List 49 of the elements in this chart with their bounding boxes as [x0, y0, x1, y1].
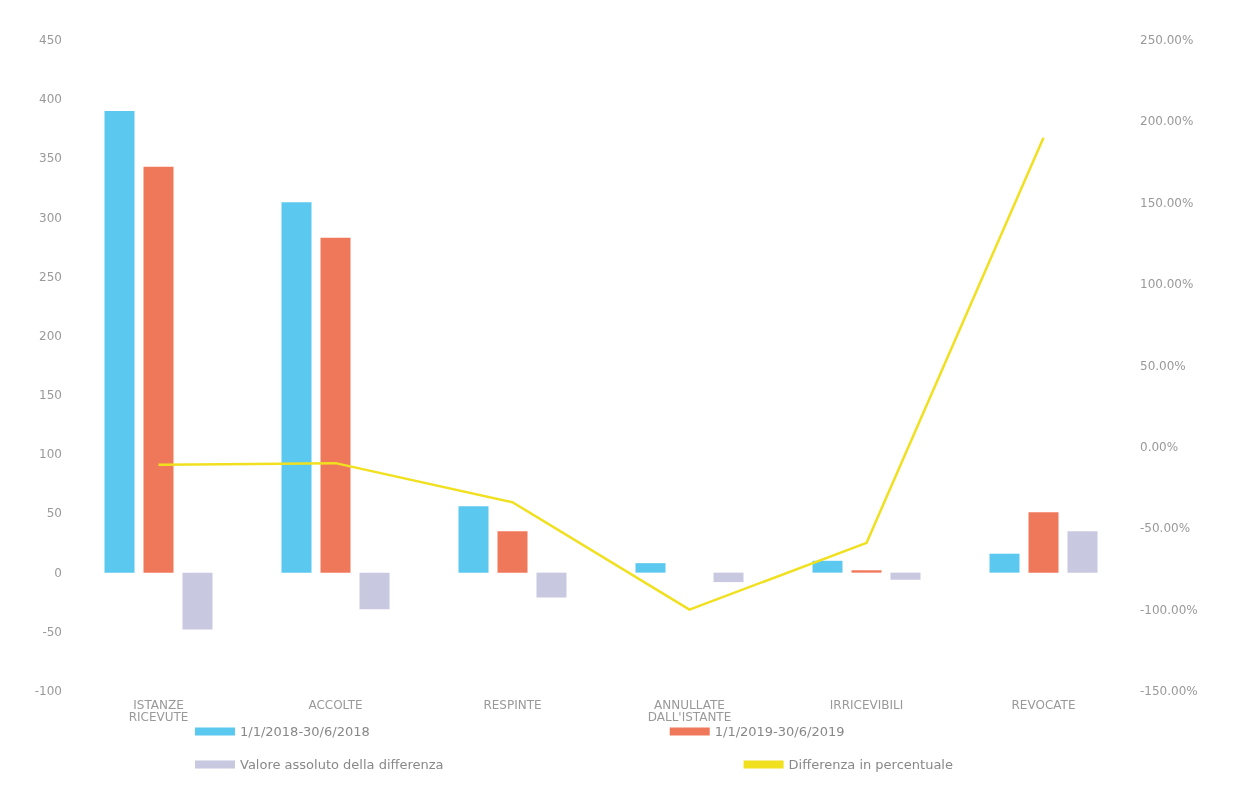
x-tick-label: IRRICEVIBILI: [829, 698, 904, 712]
bar: [143, 166, 174, 573]
bar: [497, 531, 528, 573]
y-tick-label: -100: [34, 684, 62, 698]
y-tick-label: 350: [39, 151, 62, 166]
y2-tick-label: -150.00%: [1140, 684, 1198, 698]
y-tick-label: 200: [39, 328, 62, 343]
y-tick-label: 150: [39, 388, 62, 403]
bar: [320, 237, 351, 573]
bar: [281, 202, 312, 573]
y2-tick-label: -50.00%: [1140, 521, 1191, 536]
bar: [851, 570, 882, 573]
legend-label: 1/1/2018-30/6/2018: [240, 724, 370, 739]
bar: [182, 572, 213, 630]
bar: [104, 111, 135, 573]
y-tick-label: 0: [54, 565, 62, 580]
y2-tick-label: -100.00%: [1140, 602, 1198, 617]
y2-tick-label: 250.00%: [1140, 33, 1194, 47]
y-tick-label: 300: [39, 210, 62, 225]
y-tick-label: 50: [46, 506, 62, 521]
y-tick-label: 400: [39, 92, 62, 107]
y2-tick-label: 100.00%: [1140, 277, 1194, 292]
bar: [458, 506, 489, 573]
bar: [635, 563, 666, 573]
y-tick-label: -50: [42, 624, 62, 639]
x-tick-label: RESPINTE: [483, 698, 542, 712]
bar: [812, 560, 843, 573]
y-tick-label: 250: [39, 269, 62, 284]
x-tick-label: ANNULLATE DALL'ISTANTE: [647, 698, 732, 724]
y2-tick-label: 0.00%: [1140, 439, 1179, 454]
y-tick-label: 100: [39, 447, 62, 462]
legend-label: Differenza in percentuale: [788, 757, 953, 772]
bar: [989, 553, 1020, 573]
bar: [536, 572, 567, 598]
bar: [890, 572, 921, 580]
y2-tick-label: 50.00%: [1140, 358, 1186, 373]
x-tick-label: ACCOLTE: [308, 698, 363, 712]
legend-label: Valore assoluto della differenza: [240, 757, 444, 772]
bar: [1028, 512, 1059, 573]
x-tick-label: REVOCATE: [1011, 698, 1076, 712]
legend-label: 1/1/2019-30/6/2019: [714, 724, 845, 739]
y-tick-label: 450: [39, 33, 62, 47]
bar: [713, 572, 744, 583]
bar: [359, 572, 390, 610]
y2-tick-label: 200.00%: [1140, 114, 1194, 129]
line-series: [157, 136, 1045, 611]
y2-tick-label: 150.00%: [1140, 195, 1194, 210]
bar: [1067, 531, 1098, 573]
x-tick-label: ISTANZE RICEVUTE: [128, 698, 189, 724]
